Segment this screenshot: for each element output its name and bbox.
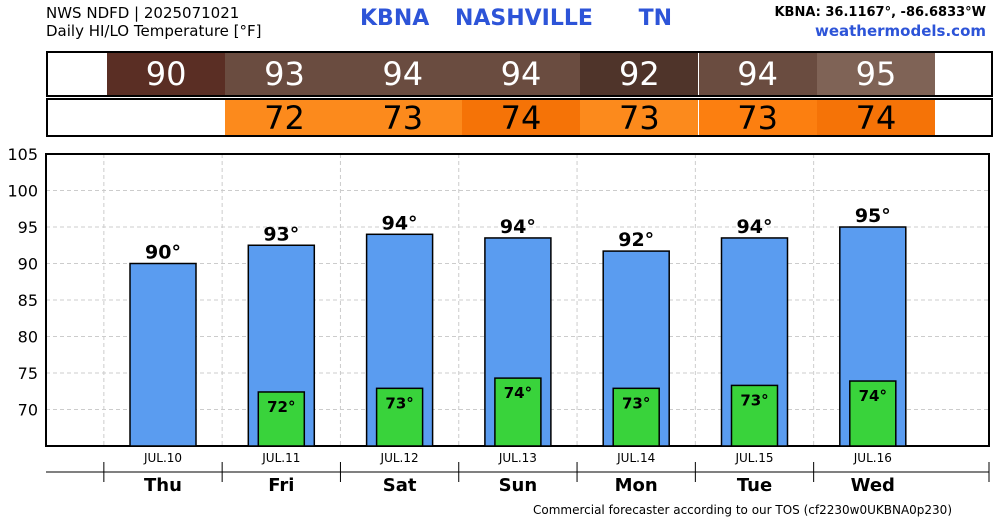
station-name: NASHVILLE — [454, 6, 593, 31]
site-link[interactable]: weathermodels.com — [814, 22, 986, 40]
hi-temp-cell: 94 — [343, 53, 462, 95]
hi-bar-label: 95° — [855, 205, 891, 227]
lo-bar-label: 73° — [622, 394, 650, 412]
hi-temp-cell: 90 — [107, 53, 226, 95]
lo-bar-label: 74° — [859, 387, 887, 405]
hi-temp-cell: 95 — [816, 53, 936, 95]
lo-bar — [849, 380, 897, 447]
lo-temp-cell: 73 — [698, 99, 817, 137]
product-label: Daily HI/LO Temperature [°F] — [46, 22, 262, 40]
date-label: JUL.12 — [380, 451, 419, 465]
date-label: JUL.11 — [261, 451, 300, 465]
lo-bar — [375, 387, 424, 447]
lo-temp-cell: 74 — [461, 99, 581, 137]
hi-bar-label: 90° — [145, 242, 181, 264]
y-tick-label: 105 — [7, 145, 38, 164]
footer-note: Commercial forecaster according to our T… — [532, 503, 952, 517]
hi-bar — [129, 262, 197, 447]
y-tick-label: 95 — [18, 218, 38, 237]
lo-bar — [612, 387, 660, 447]
station-code: KBNA — [360, 6, 430, 31]
hi-temp-cell: 93 — [225, 53, 344, 95]
day-label: Sun — [499, 475, 538, 496]
lo-bar-label: 72° — [267, 398, 295, 416]
date-label: JUL.14 — [616, 451, 655, 465]
day-label: Mon — [615, 475, 658, 496]
day-label: Fri — [268, 475, 294, 496]
lo-bar — [257, 391, 306, 447]
model-run-label: NWS NDFD | 2025071021 — [46, 4, 240, 22]
hi-bar-label: 94° — [737, 216, 773, 238]
day-label: Sat — [383, 475, 417, 496]
lo-bar — [730, 384, 779, 447]
hi-temp-cell: 92 — [580, 53, 699, 95]
y-tick-label: 80 — [18, 328, 38, 347]
date-label: JUL.15 — [734, 451, 773, 465]
lo-temp-cell: 73 — [343, 99, 462, 137]
day-label: Wed — [851, 475, 895, 496]
y-tick-label: 85 — [18, 291, 38, 310]
lo-bar-label: 73° — [740, 391, 768, 409]
hi-bar-label: 92° — [618, 229, 654, 251]
lo-temp-cell: 73 — [580, 99, 699, 137]
date-label: JUL.10 — [143, 451, 182, 465]
station-coords: KBNA: 36.1167°, -86.6833°W — [774, 5, 986, 20]
y-tick-label: 90 — [18, 255, 38, 274]
y-tick-label: 70 — [18, 401, 38, 420]
hi-temp-cell: 94 — [698, 53, 817, 95]
hi-bar-label: 93° — [263, 223, 299, 245]
date-label: JUL.16 — [853, 451, 892, 465]
hi-temperature-strip: 90 93 94 94 92 94 95 — [46, 51, 993, 97]
date-label: JUL.13 — [498, 451, 537, 465]
lo-temp-cell: 74 — [816, 99, 936, 137]
lo-bar — [494, 377, 542, 447]
station-state: TN — [638, 6, 673, 31]
y-tick-label: 75 — [18, 364, 38, 383]
y-tick-label: 100 — [7, 182, 38, 201]
header-right: KBNA: 36.1167°, -86.6833°W weathermodels… — [774, 4, 986, 40]
header-left: NWS NDFD | 2025071021 Daily HI/LO Temper… — [46, 4, 262, 40]
lo-temperature-strip: 72 73 74 73 73 74 — [46, 98, 993, 137]
hi-temp-cell: 94 — [461, 53, 581, 95]
station-title: KBNA NASHVILLE TN — [360, 6, 780, 31]
day-label: Tue — [737, 475, 772, 496]
hi-bar-label: 94° — [500, 216, 536, 238]
lo-temp-cell: 72 — [225, 99, 344, 137]
hi-bar-label: 94° — [382, 212, 418, 234]
day-label: Thu — [144, 475, 182, 496]
lo-bar-label: 74° — [504, 384, 532, 402]
lo-bar-label: 73° — [385, 394, 413, 412]
